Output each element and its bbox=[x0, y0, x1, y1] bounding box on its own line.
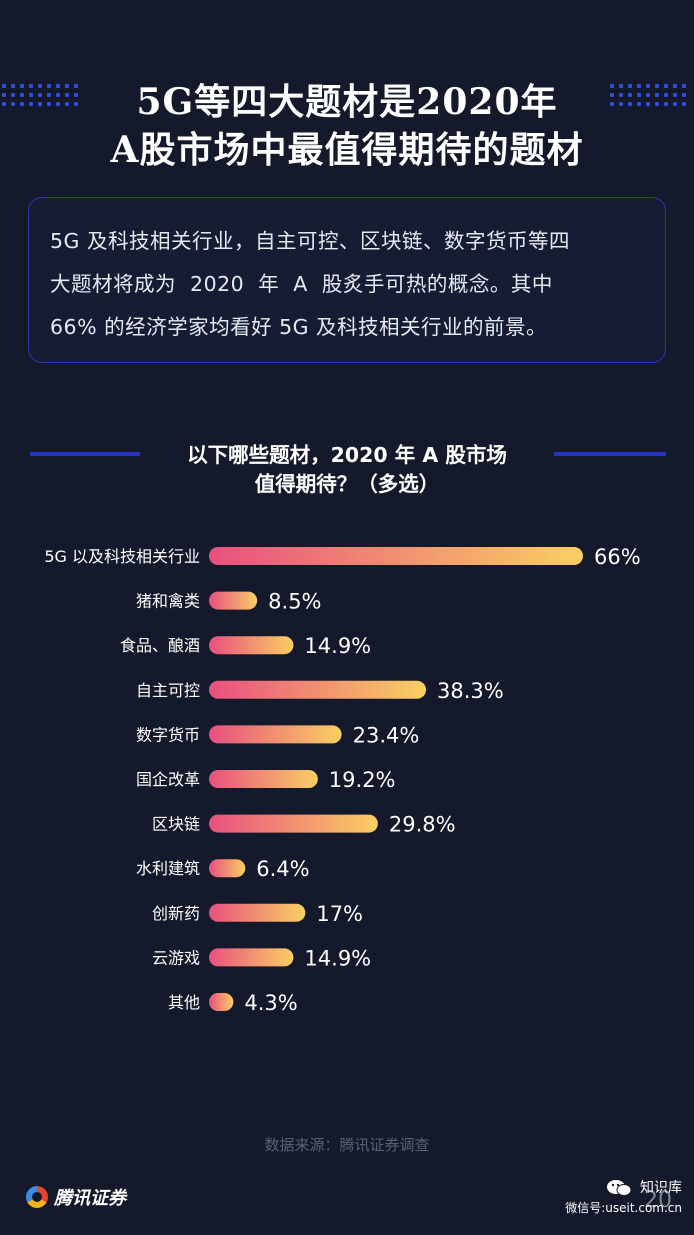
question-divider-left bbox=[30, 452, 140, 456]
decorative-dots-right bbox=[610, 84, 686, 106]
intro-box bbox=[28, 197, 666, 363]
title-line-1: 5G等四大题材是2020年 bbox=[136, 81, 558, 123]
bar bbox=[209, 948, 294, 967]
category-label: 数字货币 bbox=[136, 725, 200, 744]
watermark-name: 知识库 bbox=[640, 1180, 682, 1196]
chart-question: 以下哪些题材，2020 年 A 股市场 值得期待？（多选） bbox=[0, 441, 694, 499]
bar bbox=[209, 725, 342, 744]
category-label: 区块链 bbox=[152, 815, 200, 834]
value-label: 14.9% bbox=[304, 946, 371, 970]
category-label: 食品、酿酒 bbox=[120, 636, 200, 655]
bar bbox=[209, 547, 583, 565]
value-label: 23.4% bbox=[353, 723, 420, 747]
category-label: 云游戏 bbox=[152, 948, 200, 967]
decorative-dots-left bbox=[2, 84, 78, 106]
page-number: 20 bbox=[644, 1188, 672, 1213]
watermark: 知识库 微信号:useit.com.cn bbox=[565, 1178, 682, 1218]
bar bbox=[209, 993, 234, 1011]
question-line-1: 以下哪些题材，2020 年 A 股市场 bbox=[187, 443, 507, 467]
intro-line-2: 大题材将成为 2020 年 A 股炙手可热的概念。其中 bbox=[50, 272, 553, 296]
page-title: 5G等四大题材是2020年 A股市场中最值得期待的题材 bbox=[0, 78, 694, 174]
category-label: 其他 bbox=[168, 993, 200, 1012]
question-divider-right bbox=[554, 452, 666, 456]
watermark-account: 微信号:useit.com.cn bbox=[565, 1201, 682, 1215]
tencent-securities-logo-icon bbox=[26, 1186, 48, 1208]
brand-logo-text: 腾讯证券 bbox=[54, 1188, 126, 1209]
value-label: 19.2% bbox=[329, 768, 396, 792]
bar bbox=[209, 770, 318, 788]
bar bbox=[209, 859, 246, 878]
value-label: 17% bbox=[316, 902, 363, 926]
category-label: 水利建筑 bbox=[136, 859, 200, 878]
category-label: 猪和禽类 bbox=[136, 592, 200, 611]
brand-logo: 腾讯证券 bbox=[26, 1184, 126, 1210]
category-label: 国企改革 bbox=[136, 770, 200, 789]
value-label: 38.3% bbox=[437, 679, 504, 703]
value-label: 8.5% bbox=[268, 590, 321, 614]
bar bbox=[209, 680, 427, 699]
title-line-2: A股市场中最值得期待的题材 bbox=[110, 129, 584, 171]
data-source: 数据来源：腾讯证券调查 bbox=[264, 1136, 430, 1154]
value-label: 4.3% bbox=[244, 991, 297, 1015]
bar bbox=[209, 636, 294, 655]
category-label: 5G 以及科技相关行业 bbox=[44, 547, 200, 566]
intro-text: 5G 及科技相关行业，自主可控、区块链、数字货币等四 大题材将成为 2020 年… bbox=[50, 220, 650, 349]
intro-line-1: 5G 及科技相关行业，自主可控、区块链、数字货币等四 bbox=[50, 229, 570, 253]
bar-chart: 5G 以及科技相关行业 66% 猪和禽类 8.5% 食品、酿酒 14.9% 自主可控 38.3… bbox=[44, 545, 641, 1015]
value-label: 66% bbox=[594, 545, 641, 569]
value-label: 14.9% bbox=[304, 634, 371, 658]
bar bbox=[209, 591, 258, 610]
category-label: 自主可控 bbox=[136, 681, 200, 700]
value-label: 29.8% bbox=[389, 813, 456, 837]
wechat-icon bbox=[607, 1180, 632, 1196]
bar bbox=[209, 814, 378, 833]
question-line-2: 值得期待？（多选） bbox=[254, 472, 440, 496]
value-label: 6.4% bbox=[256, 857, 309, 881]
bar bbox=[209, 903, 306, 922]
category-label: 创新药 bbox=[152, 904, 200, 923]
intro-line-3: 66% 的经济学家均看好 5G 及科技相关行业的前景。 bbox=[50, 315, 548, 339]
